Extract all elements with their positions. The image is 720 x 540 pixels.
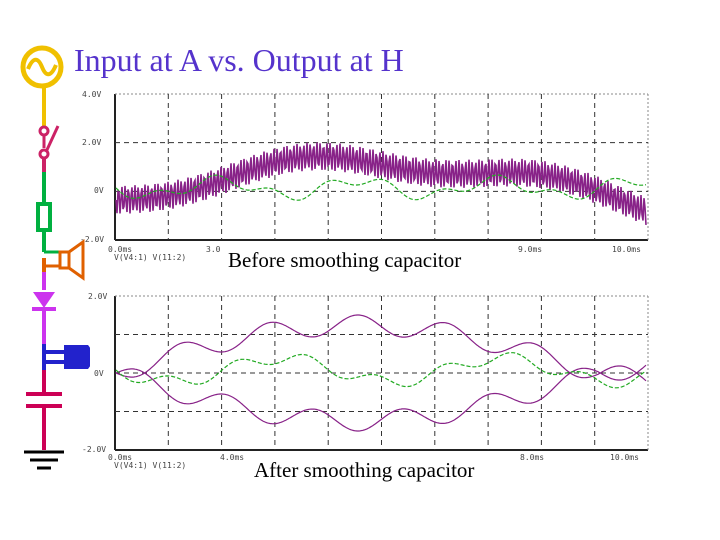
relay-icon <box>44 345 90 369</box>
input-trace <box>115 364 647 432</box>
x-tick-label: 0.0ms <box>108 453 132 462</box>
caption-after: After smoothing capacitor <box>254 458 475 483</box>
legend-text: V(V4:1) V(11:2) <box>114 253 186 262</box>
caption-before: Before smoothing capacitor <box>228 248 462 273</box>
slide-title: Input at A vs. Output at H <box>74 42 404 78</box>
scope-after-traces <box>115 314 647 432</box>
x-tick-label: 3.0 <box>206 245 221 254</box>
ac-source-icon <box>20 45 64 89</box>
legend-text: V(V4:1) V(11:2) <box>114 461 186 470</box>
x-tick-label: 8.0ms <box>520 453 544 462</box>
diode-icon <box>32 292 56 311</box>
y-tick-label: 0V <box>94 186 104 195</box>
circuit-schematic <box>20 45 90 470</box>
scope-before-plot: 4.0V 2.0V 0V -2.0V 0.0ms 3.0 9.0ms 10.0m… <box>80 90 649 262</box>
x-tick-label: 0.0ms <box>108 245 132 254</box>
x-tick-label: 9.0ms <box>518 245 542 254</box>
ground-icon <box>24 450 64 470</box>
scope-after-grid <box>115 296 648 450</box>
scope-after-plot: 2.0V 0V -2.0V 0.0ms 4.0ms 8.0ms 10.0ms V… <box>82 292 649 470</box>
y-tick-label: 0V <box>94 369 104 378</box>
input-trace <box>115 142 647 225</box>
output-trace <box>115 351 647 389</box>
capacitor-icon <box>26 370 62 450</box>
x-tick-label: 4.0ms <box>220 453 244 462</box>
output-trace <box>115 174 647 201</box>
input-trace <box>115 314 647 382</box>
y-tick-label: 2.0V <box>88 292 107 301</box>
y-tick-label: -2.0V <box>82 445 106 454</box>
y-tick-label: 4.0V <box>82 90 101 99</box>
x-tick-label: 10.0ms <box>610 453 639 462</box>
y-tick-label: -2.0V <box>80 235 104 244</box>
y-tick-label: 2.0V <box>82 138 101 147</box>
speaker-icon <box>44 239 85 281</box>
scope-before-traces <box>115 142 647 225</box>
x-tick-label: 10.0ms <box>612 245 641 254</box>
resistor-icon <box>36 202 52 232</box>
switch-icon <box>38 125 60 160</box>
